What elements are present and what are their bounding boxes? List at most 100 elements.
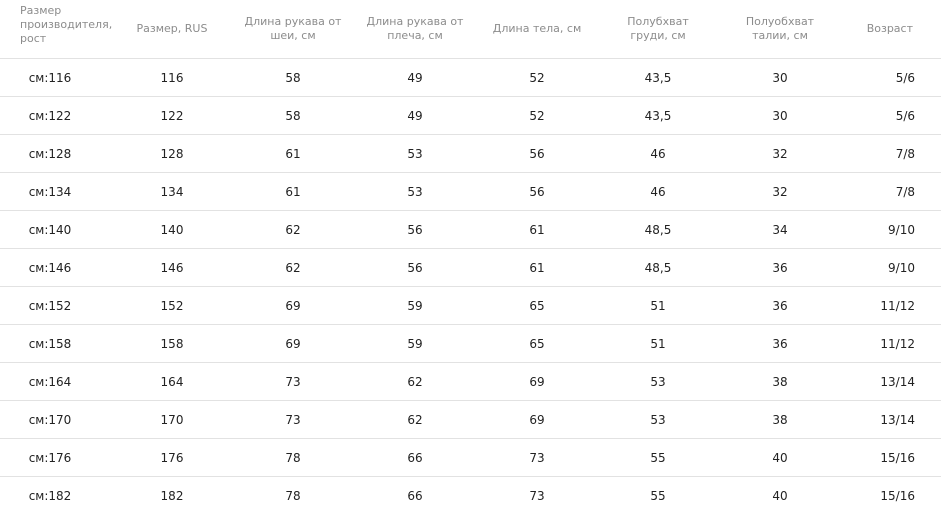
cell-manufacturer-size: см:140 (28, 222, 72, 237)
cell-manufacturer-size: см:158 (28, 336, 72, 351)
cell-age: 9/10 (888, 222, 915, 237)
cell-size-rus: 128 (160, 146, 184, 161)
cell-sleeve-from-shoulder: 62 (407, 412, 423, 427)
cell-sleeve-from-neck: 62 (285, 222, 301, 237)
cell-half-waist: 34 (772, 222, 788, 237)
table-row: см:170 170 73 62 69 53 38 13/14 (0, 401, 941, 439)
cell-half-waist: 36 (772, 260, 788, 275)
cell-half-chest: 53 (650, 412, 666, 427)
cell-half-waist: 38 (772, 412, 788, 427)
cell-body-length: 65 (529, 298, 545, 313)
cell-age: 13/14 (880, 374, 915, 389)
table-row: см:146 146 62 56 61 48,5 36 9/10 (0, 249, 941, 287)
cell-half-waist: 30 (772, 108, 788, 123)
cell-size-rus: 170 (160, 412, 184, 427)
cell-manufacturer-size: см:152 (28, 298, 72, 313)
header-sleeve-from-neck: Длина рукава от шеи, см (244, 15, 342, 42)
header-body-length: Длина тела, см (492, 22, 582, 35)
cell-manufacturer-size: см:146 (28, 260, 72, 275)
cell-age: 15/16 (880, 450, 915, 465)
cell-half-waist: 36 (772, 336, 788, 351)
cell-half-chest: 55 (650, 488, 666, 503)
cell-sleeve-from-neck: 62 (285, 260, 301, 275)
cell-sleeve-from-neck: 61 (285, 184, 301, 199)
cell-body-length: 61 (529, 260, 545, 275)
cell-sleeve-from-neck: 78 (285, 488, 301, 503)
cell-age: 11/12 (880, 298, 915, 313)
table-row: см:164 164 73 62 69 53 38 13/14 (0, 363, 941, 401)
cell-half-waist: 40 (772, 450, 788, 465)
cell-sleeve-from-neck: 58 (285, 70, 301, 85)
table-row: см:152 152 69 59 65 51 36 11/12 (0, 287, 941, 325)
cell-sleeve-from-shoulder: 62 (407, 374, 423, 389)
cell-body-length: 65 (529, 336, 545, 351)
cell-size-rus: 146 (160, 260, 184, 275)
cell-size-rus: 176 (160, 450, 184, 465)
cell-manufacturer-size: см:182 (28, 488, 72, 503)
cell-body-length: 56 (529, 184, 545, 199)
cell-sleeve-from-neck: 73 (285, 374, 301, 389)
cell-sleeve-from-shoulder: 59 (407, 336, 423, 351)
cell-sleeve-from-shoulder: 66 (407, 488, 423, 503)
cell-half-chest: 51 (650, 336, 666, 351)
cell-sleeve-from-neck: 69 (285, 298, 301, 313)
cell-body-length: 73 (529, 450, 545, 465)
table-row: см:134 134 61 53 56 46 32 7/8 (0, 173, 941, 211)
cell-sleeve-from-neck: 69 (285, 336, 301, 351)
cell-half-chest: 51 (650, 298, 666, 313)
cell-half-waist: 32 (772, 184, 788, 199)
cell-manufacturer-size: см:134 (28, 184, 72, 199)
cell-half-chest: 48,5 (644, 222, 672, 237)
cell-half-waist: 36 (772, 298, 788, 313)
cell-sleeve-from-shoulder: 59 (407, 298, 423, 313)
cell-body-length: 73 (529, 488, 545, 503)
cell-half-chest: 53 (650, 374, 666, 389)
cell-age: 15/16 (880, 488, 915, 503)
cell-age: 11/12 (880, 336, 915, 351)
cell-size-rus: 140 (160, 222, 184, 237)
cell-sleeve-from-neck: 78 (285, 450, 301, 465)
cell-age: 7/8 (895, 184, 915, 199)
cell-size-rus: 152 (160, 298, 184, 313)
cell-age: 7/8 (895, 146, 915, 161)
cell-size-rus: 158 (160, 336, 184, 351)
cell-sleeve-from-shoulder: 56 (407, 222, 423, 237)
cell-sleeve-from-shoulder: 66 (407, 450, 423, 465)
cell-half-chest: 55 (650, 450, 666, 465)
cell-half-chest: 46 (650, 184, 666, 199)
cell-half-waist: 30 (772, 70, 788, 85)
table-header-row: Размер производителя, рост Размер, RUS Д… (0, 0, 941, 59)
cell-half-waist: 40 (772, 488, 788, 503)
table-body: см:116 116 58 49 52 43,5 30 5/6 см:122 122 58 49 52 4… (0, 59, 941, 514)
cell-manufacturer-size: см:122 (28, 108, 72, 123)
cell-size-rus: 122 (160, 108, 184, 123)
cell-manufacturer-size: см:164 (28, 374, 72, 389)
cell-half-waist: 32 (772, 146, 788, 161)
table-row: см:122 122 58 49 52 43,5 30 5/6 (0, 97, 941, 135)
cell-body-length: 69 (529, 412, 545, 427)
cell-age: 9/10 (888, 260, 915, 275)
header-manufacturer-size: Размер производителя, рост (20, 4, 113, 45)
cell-body-length: 69 (529, 374, 545, 389)
cell-age: 5/6 (895, 70, 915, 85)
cell-manufacturer-size: см:176 (28, 450, 72, 465)
cell-half-chest: 43,5 (644, 70, 672, 85)
cell-body-length: 52 (529, 108, 545, 123)
cell-size-rus: 116 (160, 70, 184, 85)
cell-size-rus: 164 (160, 374, 184, 389)
header-half-chest: Полубхват груди, см (627, 15, 689, 42)
cell-sleeve-from-shoulder: 49 (407, 70, 423, 85)
table-row: см:116 116 58 49 52 43,5 30 5/6 (0, 59, 941, 97)
table-row: см:158 158 69 59 65 51 36 11/12 (0, 325, 941, 363)
cell-manufacturer-size: см:170 (28, 412, 72, 427)
header-sleeve-from-shoulder: Длина рукава от плеча, см (366, 15, 464, 42)
cell-manufacturer-size: см:128 (28, 146, 72, 161)
table-row: см:140 140 62 56 61 48,5 34 9/10 (0, 211, 941, 249)
table-row: см:182 182 78 66 73 55 40 15/16 (0, 477, 941, 514)
cell-sleeve-from-shoulder: 56 (407, 260, 423, 275)
cell-half-chest: 48,5 (644, 260, 672, 275)
cell-manufacturer-size: см:116 (28, 70, 72, 85)
table-row: см:128 128 61 53 56 46 32 7/8 (0, 135, 941, 173)
cell-sleeve-from-neck: 61 (285, 146, 301, 161)
